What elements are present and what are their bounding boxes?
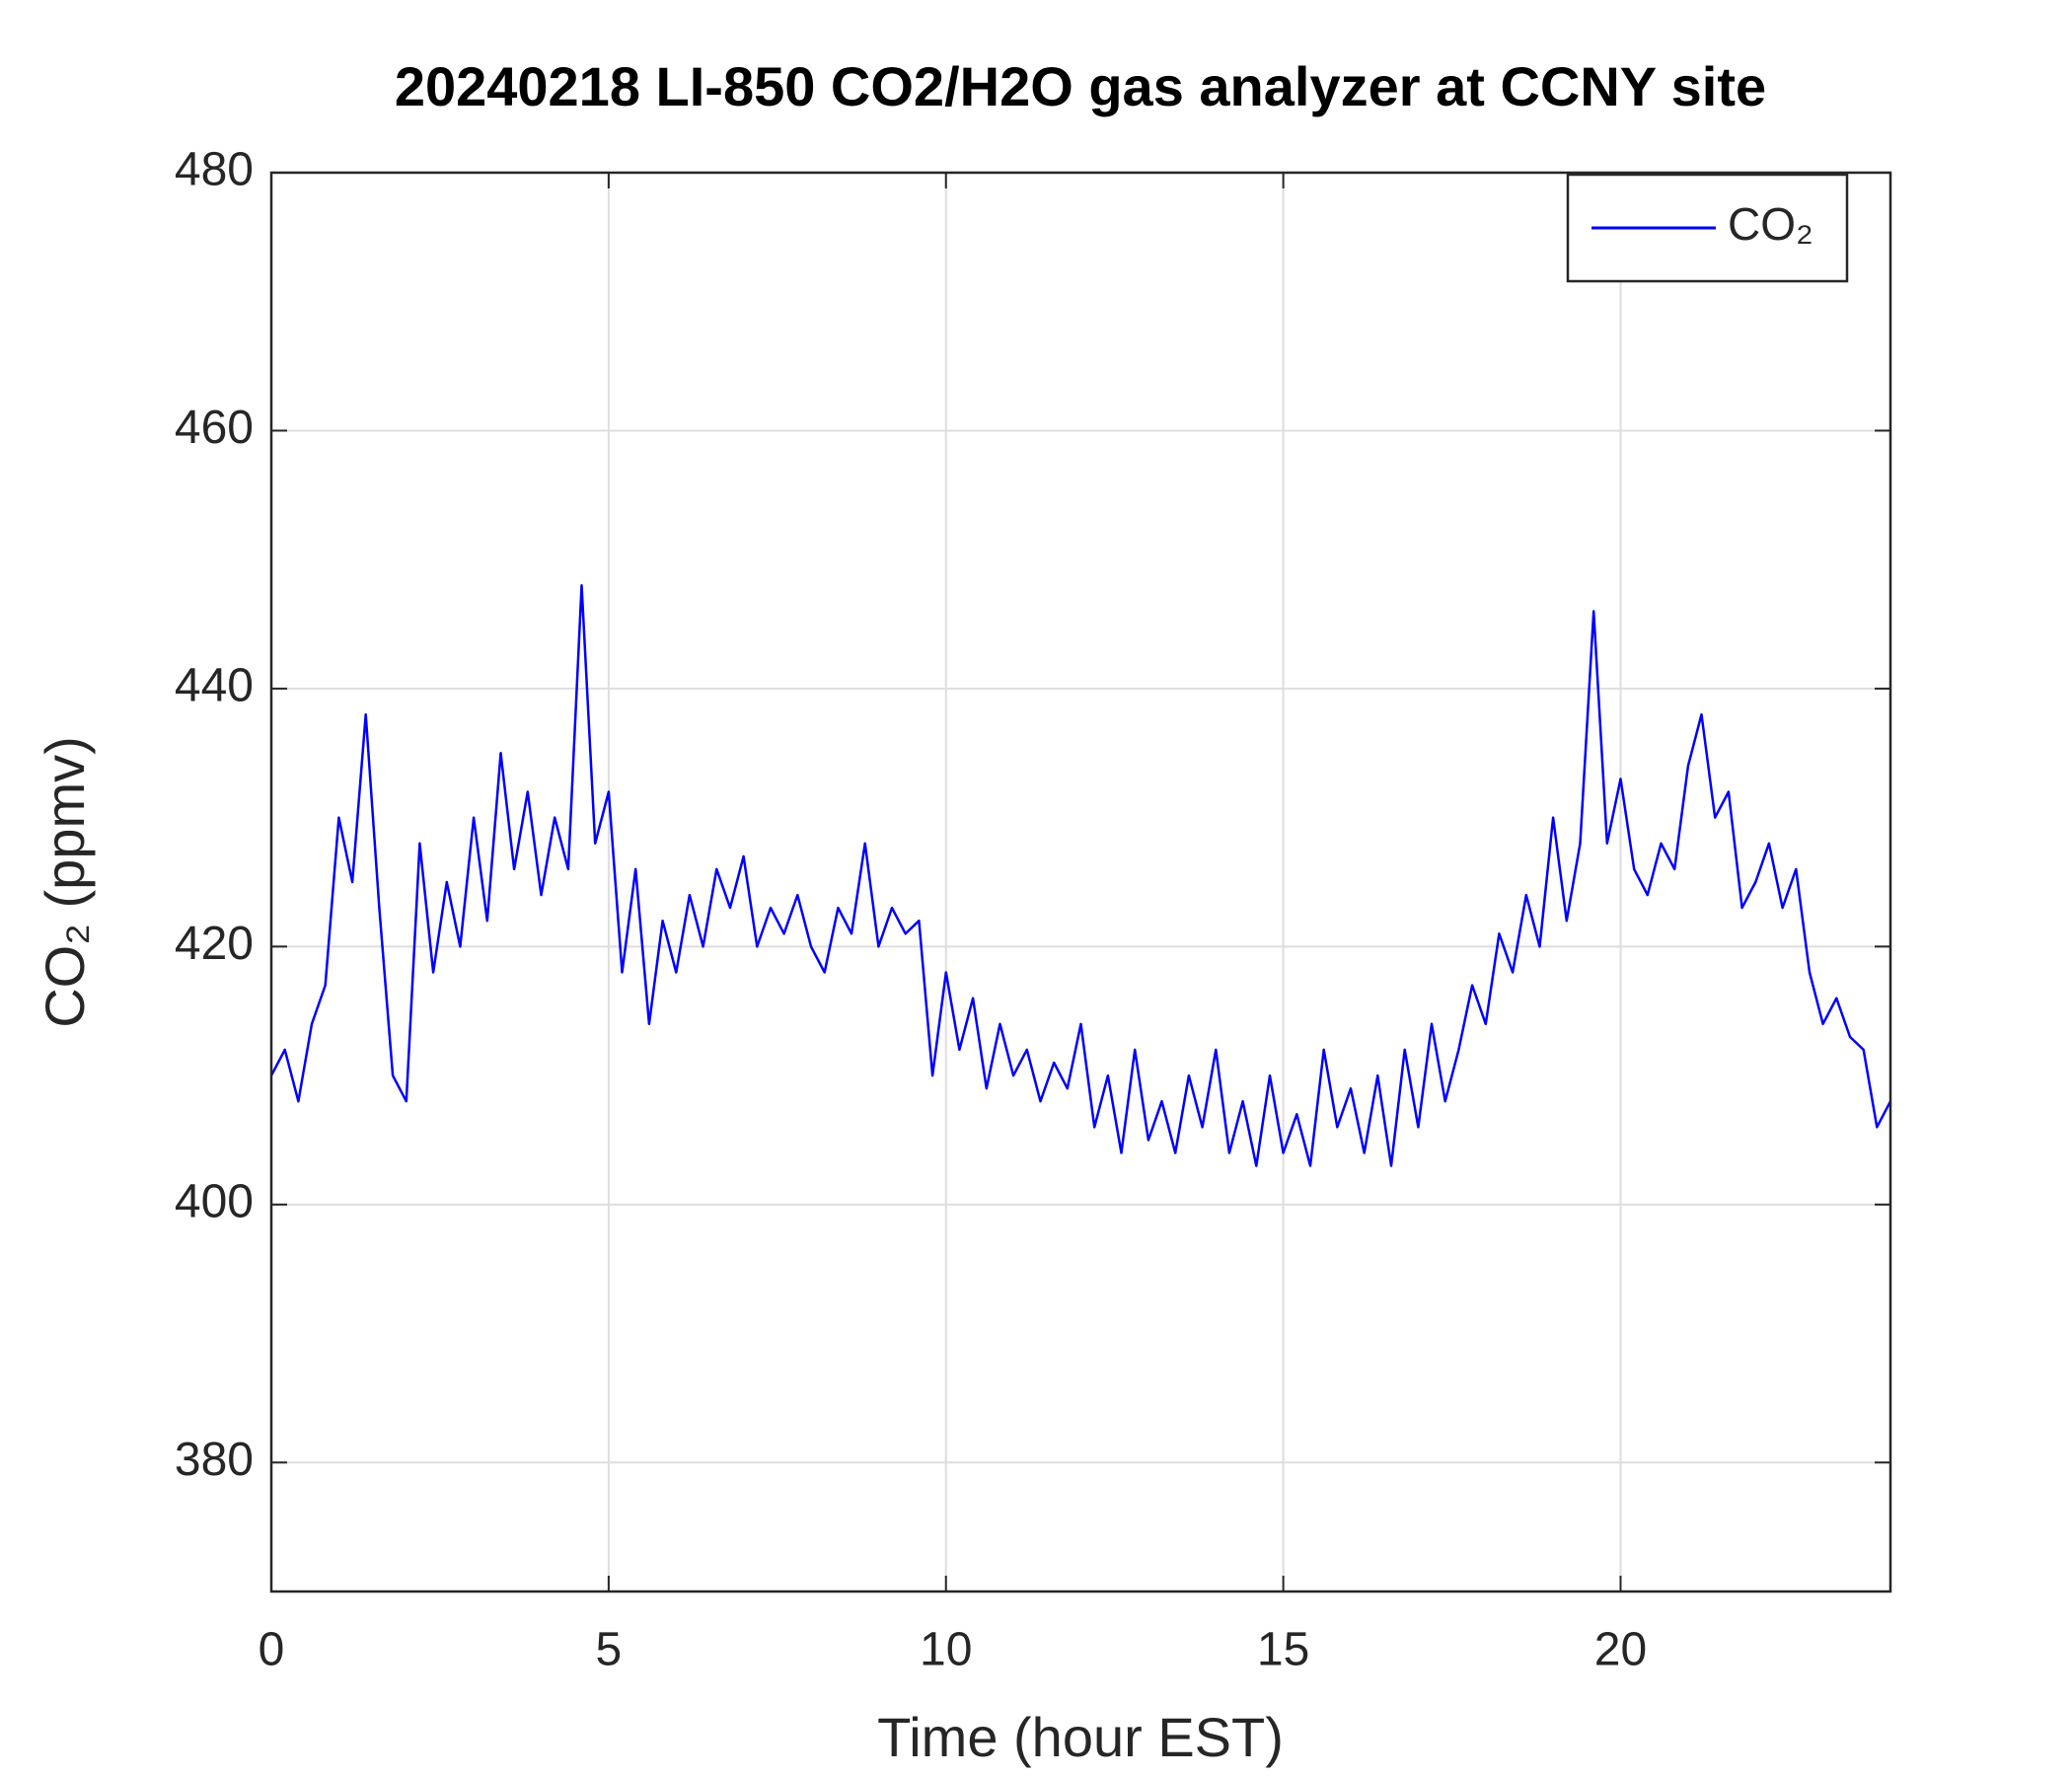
- y-tick-label: 440: [175, 660, 254, 712]
- x-axis-label: Time (hour EST): [877, 1706, 1284, 1768]
- chart-title: 20240218 LI-850 CO2/H2O gas analyzer at …: [395, 55, 1766, 117]
- y-tick-label: 400: [175, 1175, 254, 1227]
- x-tick-label: 5: [596, 1624, 623, 1676]
- legend-label: CO₂: [1728, 198, 1813, 250]
- x-tick-label: 15: [1257, 1624, 1309, 1676]
- data-line: [269, 584, 1892, 1167]
- x-tick-label: 0: [259, 1624, 285, 1676]
- legend: CO₂: [1566, 173, 1849, 283]
- x-tick-label: 20: [1594, 1624, 1647, 1676]
- y-tick-label: 480: [175, 144, 254, 196]
- y-tick-label: 380: [175, 1434, 254, 1486]
- y-tick-label: 460: [175, 402, 254, 454]
- y-tick-label: 420: [175, 918, 254, 970]
- x-tick-label: 10: [920, 1624, 972, 1676]
- axes-box: [269, 171, 1892, 1593]
- y-axis-label: CO₂ (ppmv): [34, 736, 96, 1028]
